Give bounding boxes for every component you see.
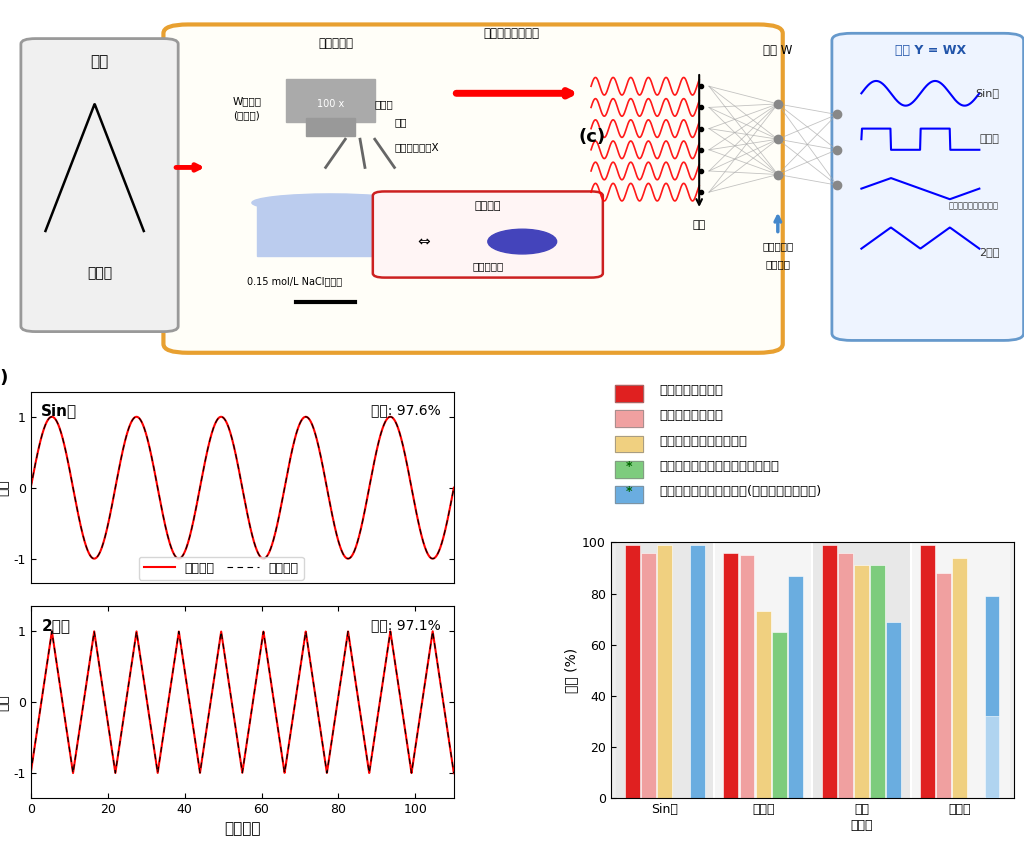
- Text: 精度: 97.6%: 精度: 97.6%: [372, 403, 441, 418]
- Bar: [739, 555, 755, 798]
- Bar: [614, 436, 643, 452]
- Text: 100 x: 100 x: [316, 99, 344, 109]
- Bar: [854, 565, 868, 798]
- Bar: [724, 553, 738, 798]
- Text: 位相シフトした三角波: 位相シフトした三角波: [949, 202, 999, 211]
- Bar: [641, 553, 656, 798]
- Bar: [812, 542, 910, 798]
- Text: (c): (c): [579, 129, 605, 147]
- Text: ナノワイヤネットワーク(シミュレーション): ナノワイヤネットワーク(シミュレーション): [659, 486, 821, 498]
- Bar: [690, 545, 705, 798]
- Bar: [838, 553, 853, 798]
- Text: 本研究（４分子）: 本研究（４分子）: [659, 384, 723, 397]
- Text: 水素イオン: 水素イオン: [472, 262, 504, 271]
- Bar: [886, 622, 901, 798]
- Text: 重み W: 重み W: [763, 45, 793, 57]
- Bar: [787, 576, 803, 798]
- Text: 矩形波: 矩形波: [979, 134, 999, 144]
- Bar: [287, 79, 375, 122]
- Text: 対極: 対極: [394, 117, 407, 127]
- Text: ナノワイヤネットワーク（実験）: ナノワイヤネットワーク（実験）: [659, 460, 779, 473]
- Bar: [614, 410, 643, 427]
- Text: 電気二重層トランジスタ: 電気二重層トランジスタ: [659, 435, 748, 448]
- Bar: [306, 118, 355, 136]
- Bar: [920, 545, 935, 798]
- Y-axis label: 精度 (%): 精度 (%): [564, 648, 578, 692]
- Text: Sin波: Sin波: [975, 88, 999, 99]
- Text: 本研究（１分子）: 本研究（１分子）: [659, 409, 723, 422]
- Text: 電圧印加: 電圧印加: [474, 202, 501, 211]
- Bar: [626, 545, 640, 798]
- Bar: [614, 461, 643, 478]
- Circle shape: [487, 229, 557, 254]
- Bar: [952, 558, 967, 798]
- Bar: [614, 385, 643, 402]
- Text: 時間: 時間: [692, 221, 706, 231]
- FancyBboxPatch shape: [164, 25, 782, 353]
- Bar: [614, 436, 643, 452]
- Text: 入力: 入力: [90, 54, 109, 69]
- Bar: [257, 202, 404, 256]
- Bar: [984, 596, 999, 798]
- Bar: [614, 461, 643, 478]
- Text: ラマンスペクトル: ラマンスペクトル: [483, 27, 539, 39]
- Text: 精度: 97.1%: 精度: 97.1%: [372, 618, 441, 632]
- Text: ⇔: ⇔: [418, 234, 430, 249]
- Y-axis label: 強度: 強度: [0, 480, 9, 496]
- Bar: [870, 565, 885, 798]
- Text: 出力 Y = WX: 出力 Y = WX: [895, 45, 966, 57]
- Text: *: *: [626, 460, 632, 473]
- FancyBboxPatch shape: [831, 33, 1024, 341]
- Text: 0.15 mol/L NaCl水溶液: 0.15 mol/L NaCl水溶液: [247, 276, 342, 286]
- Text: よる調練: よる調練: [765, 259, 791, 269]
- Bar: [615, 542, 714, 798]
- Text: (b): (b): [0, 369, 9, 387]
- Text: (作用極): (作用極): [233, 110, 260, 120]
- Text: リザバー状態X: リザバー状態X: [394, 142, 439, 152]
- Bar: [714, 542, 812, 798]
- Bar: [614, 486, 643, 503]
- Bar: [614, 486, 643, 503]
- Ellipse shape: [252, 194, 410, 212]
- Text: 対物レンズ: 対物レンズ: [318, 38, 353, 51]
- Bar: [614, 410, 643, 427]
- Text: Sin波: Sin波: [41, 403, 78, 419]
- Y-axis label: 強度: 強度: [0, 694, 9, 710]
- Text: 参照極: 参照極: [375, 100, 393, 110]
- Text: 2倍波: 2倍波: [979, 247, 999, 257]
- X-axis label: 離散時間: 離散時間: [224, 821, 260, 837]
- Legend: 出力波形, 正解波形: 出力波形, 正解波形: [138, 557, 304, 580]
- Bar: [756, 612, 770, 798]
- Text: Wチップ: Wチップ: [232, 96, 261, 106]
- Bar: [910, 542, 1009, 798]
- FancyBboxPatch shape: [373, 191, 603, 278]
- Bar: [984, 716, 999, 798]
- FancyBboxPatch shape: [20, 39, 178, 331]
- Bar: [822, 545, 837, 798]
- Text: 三角波: 三角波: [87, 266, 112, 281]
- Bar: [772, 631, 786, 798]
- Bar: [657, 545, 673, 798]
- Text: *: *: [626, 486, 632, 498]
- Bar: [936, 573, 951, 798]
- Text: 2倍波: 2倍波: [41, 618, 71, 633]
- Bar: [614, 385, 643, 402]
- Text: 線型回帰に: 線型回帰に: [762, 242, 794, 251]
